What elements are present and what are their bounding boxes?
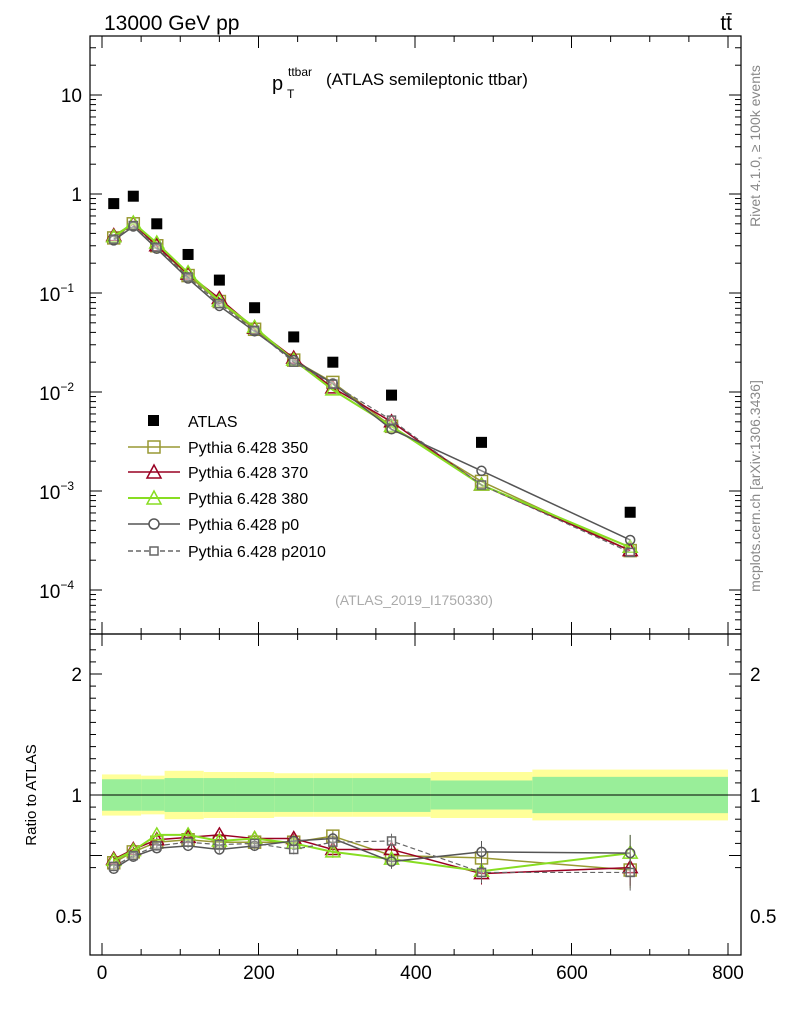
ratio-point-p0 — [386, 856, 397, 867]
data-point-atlas — [127, 190, 139, 202]
ratio-point-p2010 — [214, 839, 225, 850]
legend-label-380: Pythia 6.428 380 — [188, 491, 308, 508]
legend: ATLAS Pythia 6.428 350 Pythia 6.428 370 … — [128, 414, 326, 561]
ratio-ylabel: Ratio to ATLAS — [23, 744, 40, 845]
header-process-label: tt̄ — [720, 12, 732, 35]
data-point-p2010 — [128, 220, 139, 231]
data-point-atlas — [108, 198, 120, 210]
xtick-label-400: 400 — [400, 963, 432, 984]
data-point-p2010 — [386, 415, 397, 425]
ratio-point-p2010 — [128, 850, 139, 861]
ratio-ytick-left-05: 0.5 — [56, 907, 82, 928]
ratio-ytick-right-05: 0.5 — [750, 907, 776, 928]
xtick-label-800: 800 — [712, 963, 744, 984]
rivet-version-label: Rivet 4.1.0, ≥ 100k events — [747, 65, 763, 227]
data-point-atlas — [288, 331, 300, 343]
data-point-p2010 — [249, 325, 260, 336]
ratio-point-p2010 — [476, 867, 487, 878]
data-point-atlas — [182, 248, 194, 260]
data-point-380 — [621, 538, 639, 554]
series-line-p2010 — [113, 224, 631, 553]
data-point-380 — [383, 417, 400, 433]
legend-marker-350 — [147, 440, 161, 454]
analysis-id-label: (ATLAS_2019_I1750330) — [335, 592, 493, 608]
data-point-atlas — [151, 218, 163, 230]
ratio-ytick-left-2: 2 — [71, 665, 82, 686]
ratio-point-p2010 — [108, 861, 119, 872]
legend-marker-370 — [145, 463, 163, 479]
ratio-point-p2010 — [183, 837, 193, 847]
main-panel: 10 1 10−1 10−2 10−3 10−4 p ttbar T (ATLA… — [39, 35, 742, 635]
xtick-label-600: 600 — [556, 963, 588, 984]
ratio-point-p0 — [476, 846, 487, 858]
series-line-p0 — [113, 225, 631, 541]
legend-marker-p2010 — [149, 546, 159, 556]
data-point-p0 — [624, 534, 636, 546]
ratio-panel: 2 1 0.5 2 1 0.5 Ratio to ATLAS 0 200 400… — [23, 633, 776, 984]
data-point-p2010 — [152, 242, 162, 252]
legend-label-p2010: Pythia 6.428 p2010 — [188, 544, 326, 561]
data-point-atlas — [327, 356, 339, 368]
xtick-label-200: 200 — [243, 963, 275, 984]
data-point-p0 — [386, 424, 397, 435]
data-point-atlas — [249, 302, 261, 314]
legend-marker-380 — [145, 489, 163, 505]
legend-marker-p0 — [148, 518, 160, 530]
ytick-label-1e-2: 10−2 — [39, 380, 74, 405]
data-point-p2010 — [183, 272, 193, 282]
ratio-point-p2010 — [328, 837, 338, 847]
data-point-p2010 — [625, 547, 635, 558]
ratio-point-p2010 — [625, 867, 635, 878]
ratio-ytick-right-2: 2 — [750, 665, 761, 686]
mcplots-label: mcplots.cern.ch [arXiv:1306.3436] — [747, 380, 763, 592]
plot-title-superscript: ttbar — [288, 65, 312, 79]
header-collision-label: 13000 GeV pp — [104, 12, 239, 35]
ratio-point-p2010 — [152, 841, 162, 851]
data-point-p2010 — [288, 357, 299, 367]
ytick-label-10: 10 — [61, 86, 82, 107]
ratio-ytick-left-1: 1 — [71, 786, 82, 807]
legend-marker-atlas — [148, 415, 159, 426]
data-point-p2010 — [214, 298, 225, 309]
ratio-point-380 — [148, 826, 166, 841]
data-point-p2010 — [476, 480, 487, 490]
ratio-point-p0 — [288, 835, 299, 847]
legend-label-atlas: ATLAS — [188, 414, 238, 431]
ytick-label-1e-4: 10−4 — [39, 578, 74, 603]
data-point-atlas — [624, 506, 636, 518]
data-point-atlas — [476, 436, 488, 448]
ytick-label-1e-3: 10−3 — [39, 479, 74, 504]
ratio-ytick-right-1: 1 — [750, 786, 761, 807]
data-point-p0 — [476, 465, 487, 477]
xtick-label-0: 0 — [97, 963, 108, 984]
ytick-label-1e-1: 10−1 — [39, 281, 74, 306]
plot-title-subscript: T — [287, 87, 295, 101]
ratio-point-p2010 — [249, 838, 260, 849]
plot-title-description: (ATLAS semileptonic ttbar) — [326, 70, 528, 89]
data-point-p2010 — [108, 234, 119, 244]
ratio-point-p2010 — [288, 844, 299, 855]
data-point-atlas — [213, 274, 225, 286]
ratio-point-380 — [324, 843, 342, 858]
plot-title: p — [272, 73, 283, 95]
data-point-p2010 — [328, 379, 338, 389]
legend-label-p0: Pythia 6.428 p0 — [188, 517, 299, 534]
legend-label-370: Pythia 6.428 370 — [188, 465, 308, 482]
legend-label-350: Pythia 6.428 350 — [188, 440, 308, 457]
data-point-atlas — [386, 389, 398, 401]
ytick-label-1: 1 — [71, 185, 82, 206]
ratio-point-p2010 — [386, 836, 397, 846]
